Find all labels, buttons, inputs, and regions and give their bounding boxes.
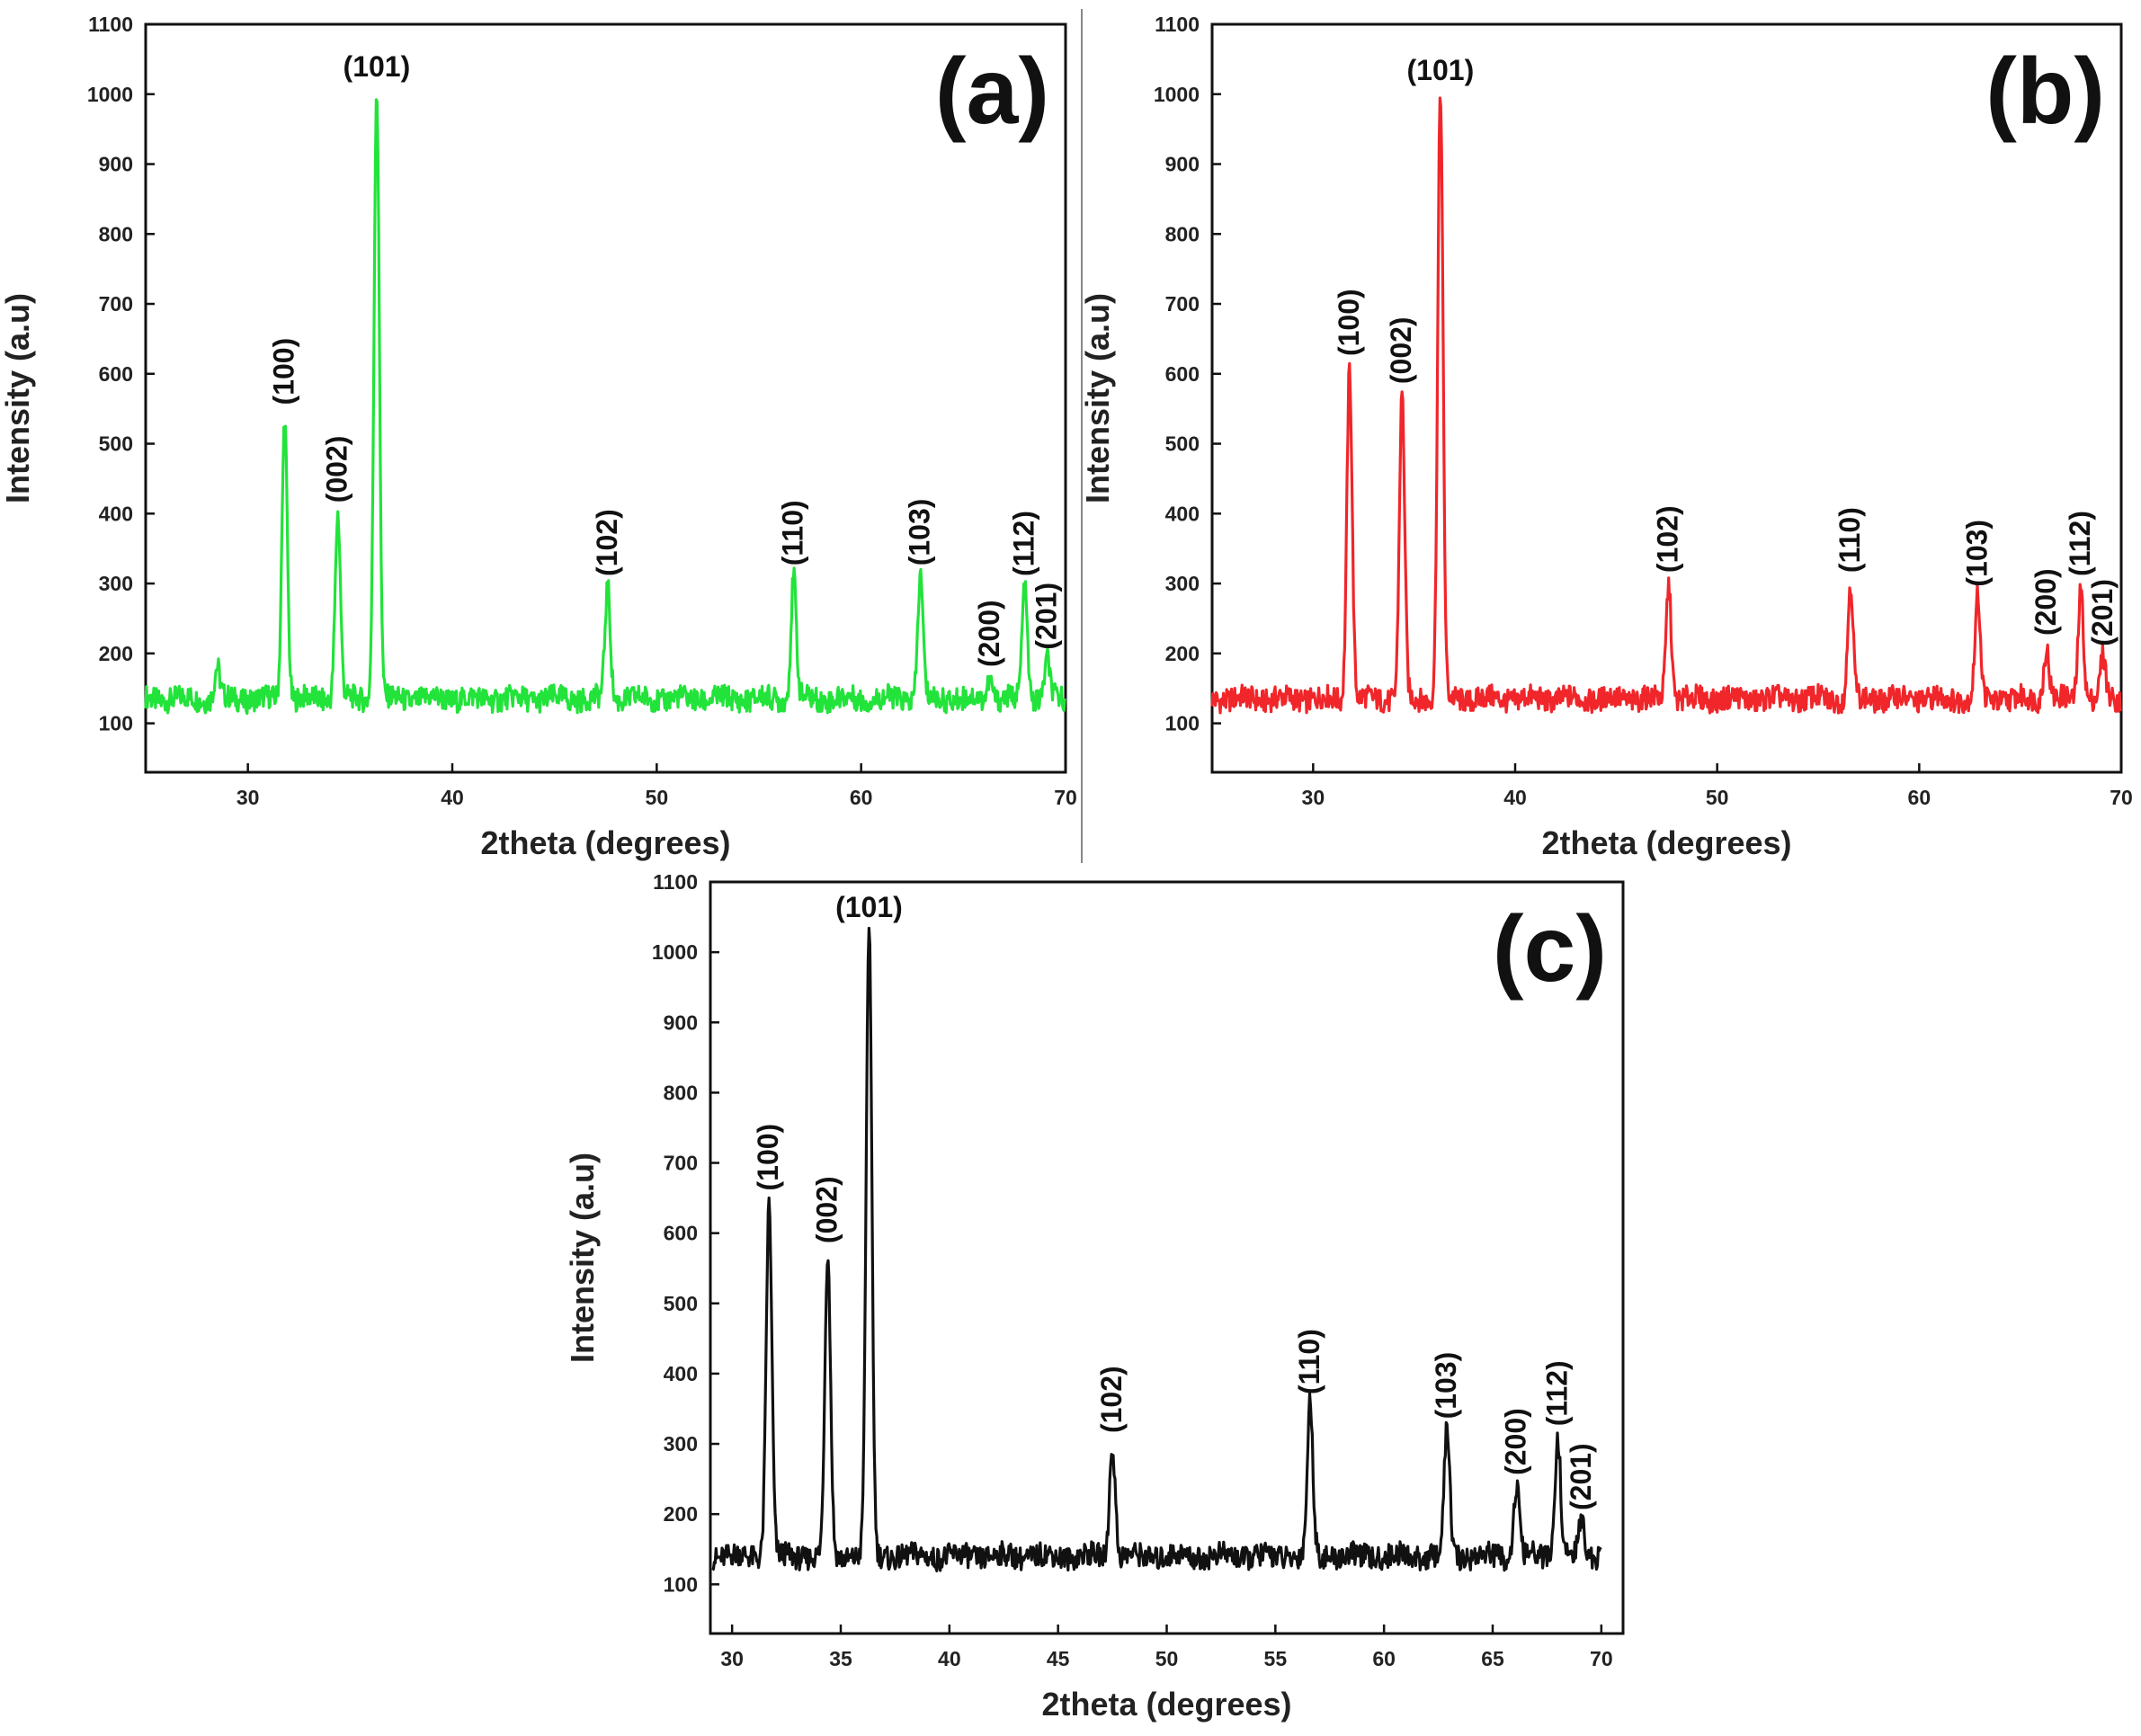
y-tick-label: 300 (664, 1432, 698, 1456)
y-tick-label: 900 (1165, 153, 1200, 176)
plot-frame (1210, 22, 2123, 774)
peak-label: (002) (811, 1176, 843, 1243)
peak-label: (101) (835, 891, 903, 923)
diffraction-line (144, 98, 1066, 716)
peak-label: (201) (2086, 579, 2119, 646)
y-tick-label: 600 (1165, 362, 1200, 386)
y-tick-label: 800 (99, 222, 133, 245)
x-tick-label: 60 (850, 786, 873, 809)
y-tick-label: 1100 (88, 13, 133, 36)
x-tick-label: 60 (1372, 1647, 1396, 1670)
x-tick-label: 50 (646, 786, 669, 809)
y-tick-label: 700 (99, 292, 133, 316)
peak-label: (102) (1095, 1366, 1128, 1433)
x-tick-label: 30 (1302, 786, 1325, 809)
x-tick-label: 45 (1047, 1647, 1070, 1670)
y-tick-label: 500 (99, 432, 133, 456)
x-tick-label: 55 (1264, 1647, 1288, 1670)
peak-label: (103) (1430, 1352, 1462, 1420)
y-tick-label: 100 (664, 1572, 698, 1596)
y-tick-label: 300 (1165, 572, 1200, 595)
peak-label: (002) (1385, 316, 1417, 384)
x-tick-label: 40 (1503, 786, 1527, 809)
y-tick-label: 1100 (653, 870, 698, 894)
peak-label: (100) (752, 1124, 784, 1191)
x-tick-label: 35 (829, 1647, 852, 1670)
y-tick-label: 400 (1165, 502, 1200, 525)
peak-label: (102) (591, 509, 623, 576)
x-tick-label: 70 (1590, 1647, 1613, 1670)
y-tick-label: 900 (99, 153, 133, 176)
peak-label: (101) (343, 50, 411, 83)
x-tick-label: 40 (938, 1647, 961, 1670)
y-tick-label: 800 (1165, 222, 1200, 245)
x-tick-label: 70 (2110, 786, 2133, 809)
y-axis-label: Intensity (a.u) (1079, 293, 1116, 503)
y-tick-label: 100 (1165, 712, 1200, 735)
peak-label: (100) (1333, 289, 1365, 356)
x-tick-label: 30 (236, 786, 260, 809)
diffraction-line (711, 926, 1602, 1572)
y-axis-label: Intensity (a.u) (0, 293, 36, 503)
y-tick-label: 1100 (1155, 13, 1200, 36)
peak-label: (200) (1500, 1408, 1532, 1475)
y-tick-label: 700 (664, 1152, 698, 1175)
x-tick-label: 70 (1054, 786, 1077, 809)
peak-label: (110) (1293, 1329, 1325, 1394)
x-tick-label: 30 (720, 1647, 744, 1670)
peak-label: (112) (2064, 511, 2096, 576)
panel-label: (a) (935, 40, 1049, 144)
panel-label: (b) (1985, 40, 2105, 144)
peak-label: (200) (2029, 568, 2062, 636)
panel-separator (1081, 9, 1083, 863)
plot-frame (709, 880, 1625, 1635)
y-tick-label: 100 (99, 712, 133, 735)
y-tick-label: 200 (99, 642, 133, 665)
peak-label: (110) (777, 500, 809, 565)
y-tick-label: 1000 (1154, 83, 1200, 106)
peak-label: (112) (1008, 511, 1040, 576)
y-axis-label: Intensity (a.u) (564, 1153, 601, 1363)
y-tick-label: 500 (664, 1292, 698, 1315)
y-tick-label: 200 (1165, 642, 1200, 665)
x-tick-label: 50 (1706, 786, 1729, 809)
y-tick-label: 300 (99, 572, 133, 595)
panel-label: (c) (1493, 897, 1607, 1002)
y-tick-label: 800 (664, 1081, 698, 1104)
y-tick-label: 900 (664, 1010, 698, 1034)
y-tick-label: 500 (1165, 432, 1200, 456)
x-axis-label: 2theta (degrees) (1041, 1686, 1291, 1723)
y-tick-label: 400 (664, 1362, 698, 1385)
x-axis-label: 2theta (degrees) (480, 824, 730, 861)
chart-panel-a: 100 200 300 400 500 600 700 800 900 1000 1100 30 40 5… (0, 13, 1077, 861)
x-axis-label: 2theta (degrees) (1541, 824, 1791, 861)
peak-label: (103) (904, 499, 936, 566)
y-tick-label: 200 (664, 1502, 698, 1526)
diffraction-line (1210, 96, 2122, 715)
y-tick-label: 400 (99, 502, 133, 525)
peak-label: (101) (1407, 54, 1475, 86)
y-tick-label: 700 (1165, 292, 1200, 316)
x-tick-label: 60 (1908, 786, 1931, 809)
peak-label: (002) (321, 436, 353, 503)
peak-label: (201) (1565, 1443, 1597, 1510)
chart-panel-b: 100 200 300 400 500 600 700 800 900 1000 1100 30 40 5… (1079, 13, 2133, 861)
x-tick-label: 50 (1155, 1647, 1179, 1670)
peak-label: (110) (1833, 507, 1866, 573)
peak-label: (200) (973, 600, 1005, 667)
chart-panel-c: 100 200 300 400 500 600 700 800 900 1000 1100 30 35 4… (564, 870, 1625, 1723)
peak-label: (100) (268, 338, 300, 405)
x-tick-label: 40 (441, 786, 464, 809)
y-tick-label: 1000 (87, 83, 133, 106)
plot-frame (144, 22, 1067, 774)
peak-label: (112) (1541, 1360, 1574, 1426)
peak-label: (103) (1960, 520, 1993, 587)
y-tick-label: 600 (99, 362, 133, 386)
x-tick-label: 65 (1481, 1647, 1504, 1670)
y-tick-label: 1000 (652, 940, 698, 964)
peak-label: (102) (1652, 505, 1684, 573)
y-tick-label: 600 (664, 1222, 698, 1245)
peak-label: (201) (1030, 583, 1063, 650)
